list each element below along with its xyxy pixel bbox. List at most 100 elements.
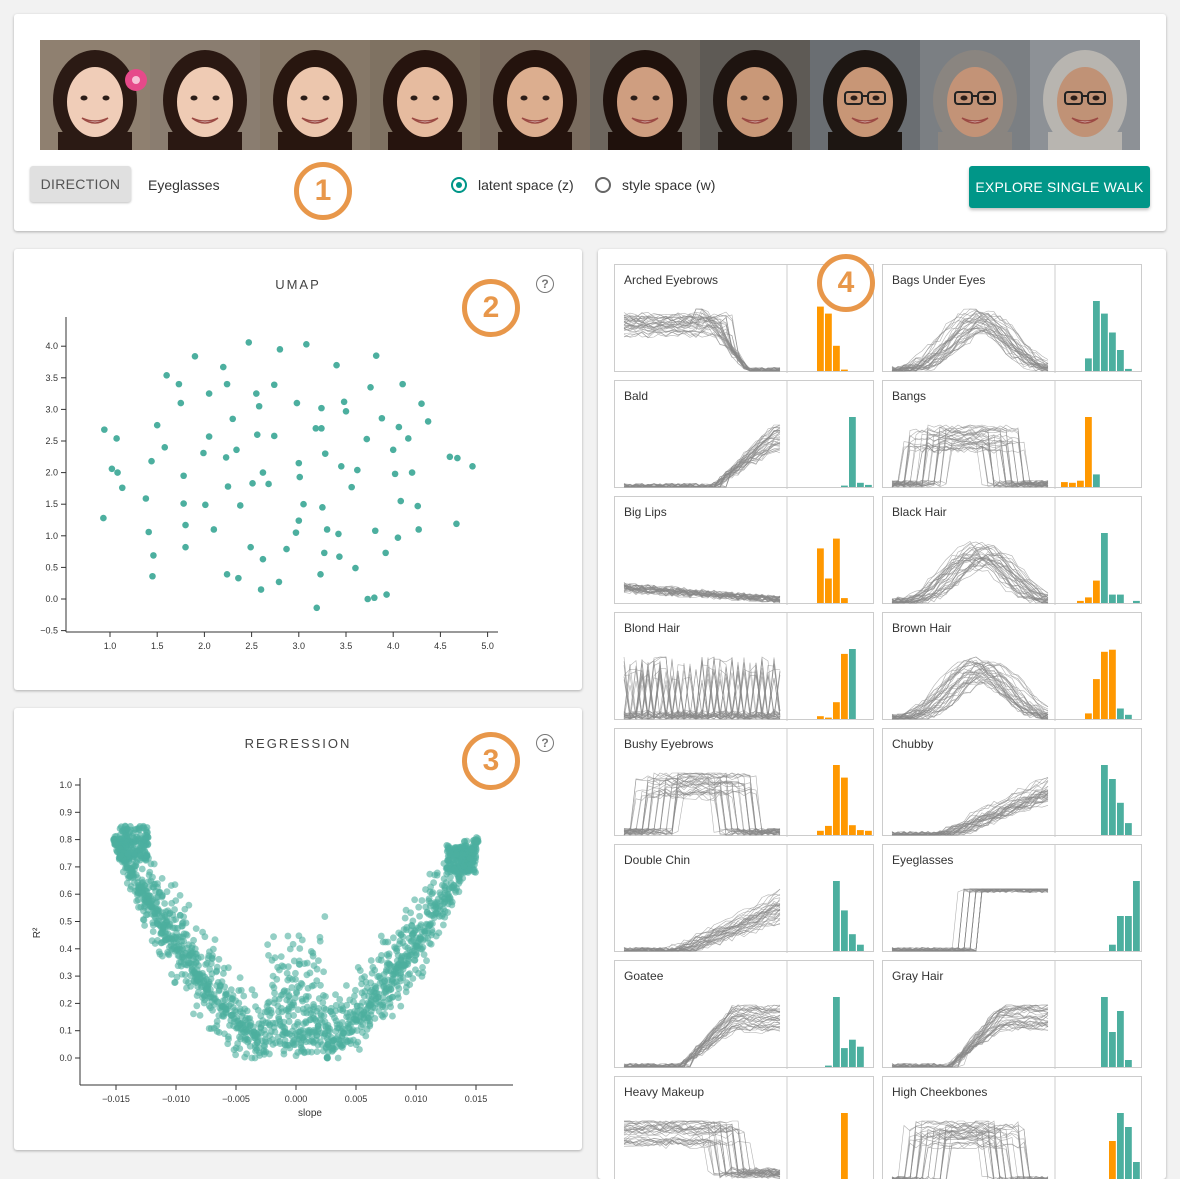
regression-point[interactable] [358, 975, 366, 982]
regression-point[interactable] [418, 945, 426, 953]
attribute-tile[interactable]: Arched Eyebrows [614, 264, 874, 373]
regression-point[interactable] [364, 984, 371, 992]
regression-point[interactable] [268, 956, 276, 964]
regression-point[interactable] [158, 893, 166, 901]
regression-point[interactable] [406, 951, 414, 959]
regression-point[interactable] [293, 1021, 301, 1028]
regression-point[interactable] [323, 1054, 331, 1061]
regression-point[interactable] [243, 1050, 250, 1058]
umap-point[interactable] [454, 454, 461, 462]
umap-point[interactable] [100, 514, 107, 522]
regression-point[interactable] [356, 967, 364, 974]
attribute-tile[interactable]: Brown Hair [882, 612, 1142, 721]
regression-point[interactable] [180, 960, 188, 968]
regression-point[interactable] [282, 1029, 289, 1037]
regression-point[interactable] [220, 964, 228, 972]
regression-point[interactable] [319, 992, 327, 999]
regression-point[interactable] [436, 912, 443, 920]
regression-point[interactable] [271, 989, 278, 997]
regression-point[interactable] [315, 957, 322, 965]
regression-point[interactable] [251, 991, 259, 999]
regression-point[interactable] [407, 909, 415, 917]
regression-point[interactable] [240, 992, 248, 1000]
regression-point[interactable] [266, 1032, 274, 1040]
umap-point[interactable] [408, 469, 416, 476]
regression-point[interactable] [171, 881, 179, 888]
regression-point[interactable] [327, 1004, 335, 1012]
regression-point[interactable] [203, 988, 211, 996]
regression-point[interactable] [433, 901, 441, 909]
regression-point[interactable] [192, 979, 200, 986]
regression-point[interactable] [359, 998, 366, 1006]
umap-point[interactable] [223, 380, 231, 388]
umap-point[interactable] [405, 435, 412, 442]
regression-point[interactable] [235, 987, 243, 994]
regression-point[interactable] [180, 913, 188, 921]
regression-point[interactable] [387, 986, 395, 994]
regression-point[interactable] [308, 1033, 316, 1040]
umap-point[interactable] [222, 454, 230, 461]
umap-point[interactable] [418, 400, 425, 408]
umap-point[interactable] [148, 457, 155, 465]
attribute-tile[interactable]: Double Chin [614, 844, 874, 953]
regression-point[interactable] [399, 974, 407, 981]
regression-point[interactable] [285, 1018, 293, 1025]
regression-point[interactable] [180, 930, 188, 938]
regression-point[interactable] [177, 946, 185, 954]
umap-point[interactable] [300, 500, 307, 508]
regression-point[interactable] [289, 1039, 297, 1047]
regression-point[interactable] [266, 1012, 274, 1020]
regression-point[interactable] [135, 903, 142, 911]
regression-point[interactable] [299, 1005, 307, 1013]
regression-point[interactable] [384, 976, 392, 984]
umap-point[interactable] [247, 543, 254, 551]
regression-point[interactable] [415, 903, 423, 911]
umap-point[interactable] [229, 415, 237, 423]
regression-point[interactable] [235, 999, 243, 1007]
regression-point[interactable] [260, 1026, 268, 1034]
regression-point[interactable] [276, 1040, 284, 1048]
regression-point[interactable] [332, 991, 339, 999]
regression-point[interactable] [421, 927, 429, 935]
regression-point[interactable] [338, 1042, 346, 1049]
regression-point[interactable] [352, 986, 359, 994]
umap-point[interactable] [114, 469, 121, 476]
regression-point[interactable] [286, 1044, 294, 1052]
regression-point[interactable] [153, 919, 161, 927]
regression-point[interactable] [221, 991, 229, 999]
regression-point[interactable] [320, 968, 327, 976]
umap-point[interactable] [259, 469, 267, 476]
umap-point[interactable] [372, 352, 380, 359]
umap-point[interactable] [182, 543, 189, 551]
regression-point[interactable] [213, 1028, 221, 1035]
umap-point[interactable] [414, 502, 422, 510]
regression-point[interactable] [406, 970, 414, 978]
regression-point[interactable] [118, 827, 126, 835]
regression-point[interactable] [401, 914, 409, 922]
umap-point[interactable] [293, 399, 301, 407]
umap-point[interactable] [145, 528, 153, 536]
umap-point[interactable] [224, 483, 232, 490]
attribute-tile[interactable]: Goatee [614, 960, 874, 1069]
regression-point[interactable] [379, 1013, 387, 1021]
regression-point[interactable] [460, 862, 468, 870]
regression-point[interactable] [252, 1003, 259, 1011]
regression-point[interactable] [420, 951, 428, 959]
regression-point[interactable] [392, 963, 399, 971]
umap-point[interactable] [371, 594, 378, 602]
umap-point[interactable] [182, 521, 189, 529]
regression-point[interactable] [270, 933, 277, 941]
regression-point[interactable] [288, 984, 296, 991]
regression-point[interactable] [329, 1046, 337, 1054]
regression-point[interactable] [286, 945, 294, 953]
umap-point[interactable] [223, 571, 231, 578]
umap-point[interactable] [335, 530, 342, 538]
attribute-tile[interactable]: Heavy Makeup [614, 1076, 874, 1179]
regression-point[interactable] [265, 951, 272, 959]
regression-point[interactable] [173, 973, 181, 981]
regression-point[interactable] [280, 1018, 288, 1026]
regression-point[interactable] [289, 975, 296, 983]
regression-point[interactable] [289, 999, 297, 1007]
regression-point[interactable] [450, 882, 458, 890]
umap-point[interactable] [336, 553, 343, 560]
